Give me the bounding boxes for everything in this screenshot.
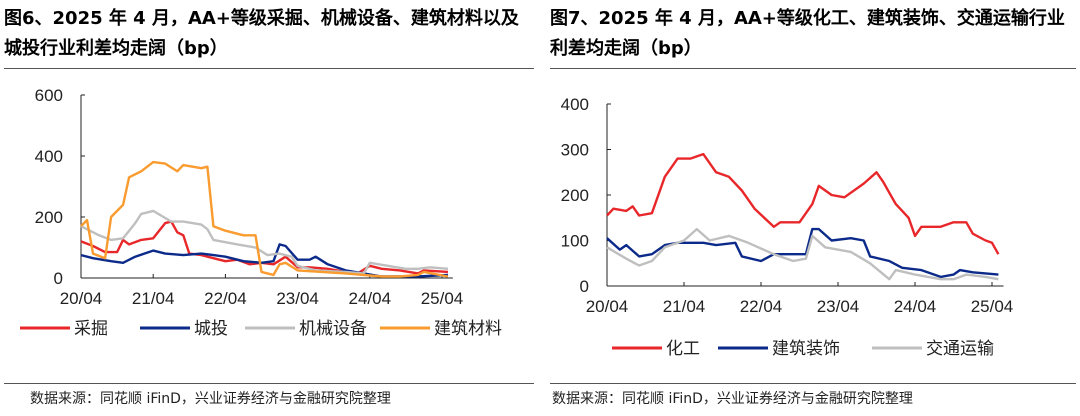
- title-divider-right: [550, 68, 1076, 69]
- x-tick-label: 25/04: [971, 297, 1014, 316]
- y-tick-label: 0: [580, 277, 589, 296]
- x-tick-label: 24/04: [349, 289, 392, 308]
- series-line-建筑装饰: [606, 227, 999, 279]
- chart-left: 0 200 400 600 20/04 21/04 22/04 23/04 24/04 25/04…: [20, 86, 502, 338]
- legend-label: 机械设备: [299, 319, 367, 338]
- series-line-建筑材料: [80, 160, 449, 278]
- legend-label: 建筑材料: [434, 319, 502, 338]
- y-tick-label: 400: [35, 147, 63, 166]
- x-tick-label: 23/04: [817, 297, 860, 316]
- legend-label: 化工: [666, 339, 700, 358]
- y-tick-label: 100: [561, 232, 589, 251]
- series-line-机械设备: [80, 209, 449, 275]
- series-line-化工: [606, 152, 1000, 255]
- y-tick-label: 600: [35, 86, 63, 105]
- x-tick-label: 22/04: [204, 289, 247, 308]
- x-tick-label: 21/04: [132, 289, 175, 308]
- x-tick-label: 22/04: [740, 297, 783, 316]
- x-tick-label: 21/04: [663, 297, 706, 316]
- x-tick-label: 23/04: [276, 289, 319, 308]
- legend-label: 采掘: [74, 319, 108, 338]
- chart-title-right: 图7、2025 年 4 月，AA+等级化工、建筑装饰、交通运输行业利差均走阔（b…: [550, 8, 1065, 59]
- y-tick-label: 400: [561, 95, 589, 114]
- source-note-right: 数据来源：同花顺 iFinD，兴业证券经济与金融研究院整理: [552, 391, 913, 407]
- x-tick-label: 20/04: [586, 297, 629, 316]
- legend-label: 交通运输: [926, 339, 994, 358]
- x-tick-label: 20/04: [60, 289, 103, 308]
- source-divider-left: [4, 383, 534, 384]
- y-tick-label: 200: [561, 186, 589, 205]
- y-tick-label: 300: [561, 141, 589, 160]
- series-line-交通运输: [606, 227, 999, 281]
- x-tick-label: 25/04: [421, 289, 464, 308]
- title-divider-left: [4, 68, 534, 69]
- legend-label: 城投: [194, 319, 228, 338]
- legend-label: 建筑装饰: [772, 339, 840, 358]
- chart-title-left: 图6、2025 年 4 月，AA+等级采掘、机械设备、建筑材料以及城投行业利差均…: [4, 8, 519, 59]
- y-tick-label: 200: [35, 208, 63, 227]
- source-divider-right: [550, 383, 1076, 384]
- y-tick-label: 0: [54, 269, 63, 288]
- source-note-left: 数据来源：同花顺 iFinD，兴业证券经济与金融研究院整理: [30, 391, 391, 407]
- x-tick-label: 24/04: [894, 297, 937, 316]
- chart-right: 0 100 200 300 400 20/04 21/04 22/04 23/04 24/04 25…: [561, 95, 1014, 358]
